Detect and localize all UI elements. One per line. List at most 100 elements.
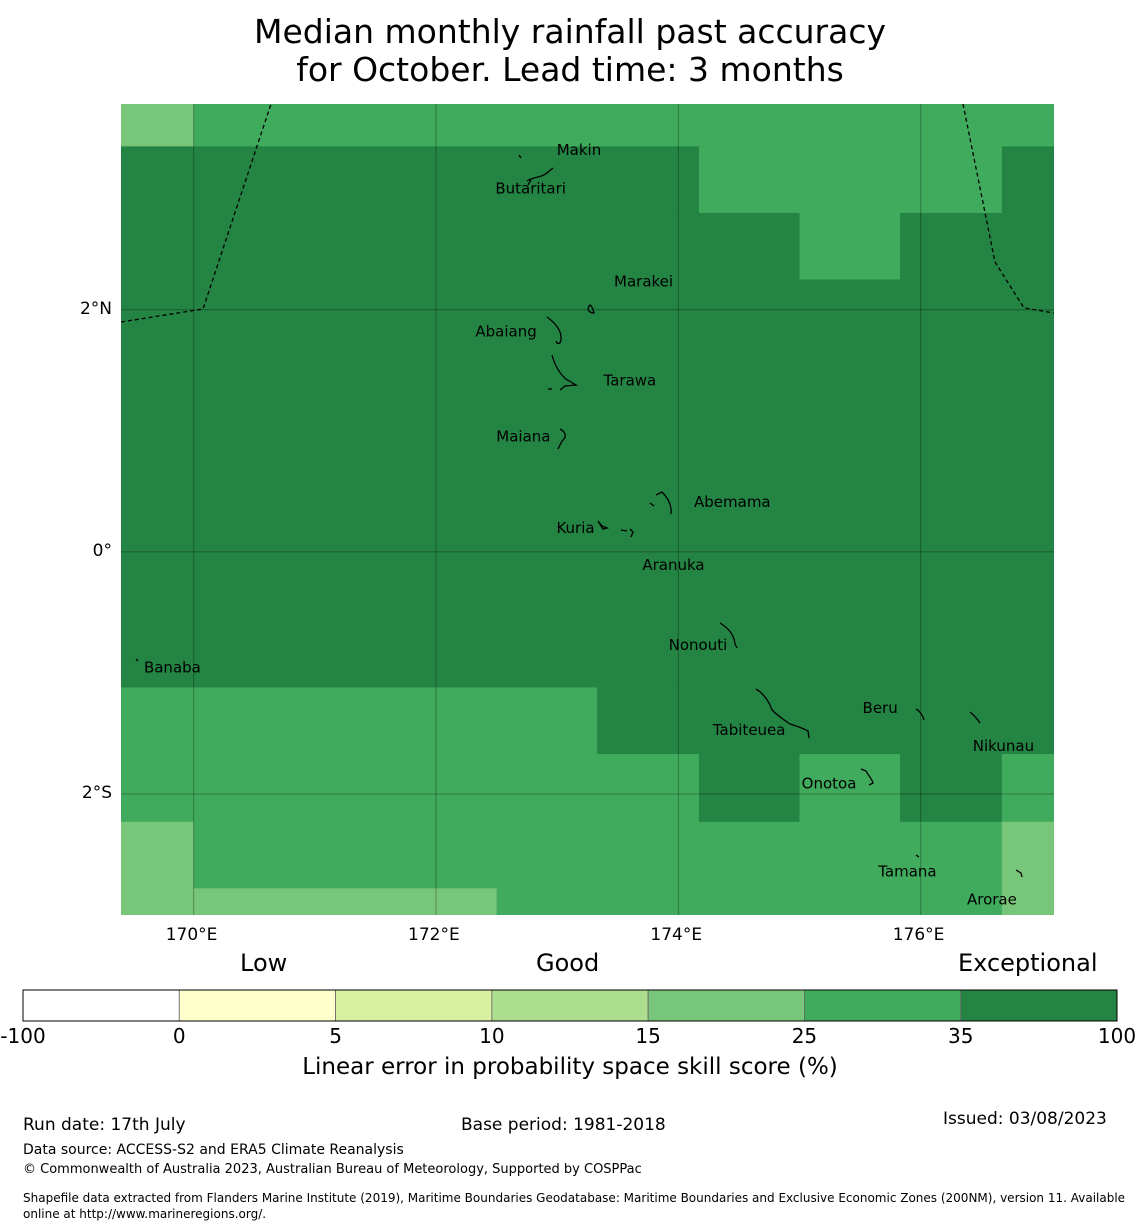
data-source: Data source: ACCESS-S2 and ERA5 Climate … <box>23 1142 404 1158</box>
skill-cell <box>1001 754 1054 823</box>
colorbar-tick-label: 15 <box>635 1024 661 1048</box>
colorbar-tick-label: 5 <box>329 1024 342 1048</box>
place-label-marakei: Marakei <box>614 272 673 290</box>
shapefile-credit-line-2: online at http://www.marineregions.org/. <box>23 1207 267 1221</box>
skill-cell <box>121 888 195 915</box>
colorbar-bin <box>804 989 962 1022</box>
map-title-line-1: Median monthly rainfall past accuracy <box>253 12 887 51</box>
colorbar-bin <box>647 989 805 1022</box>
issued-date: Issued: 03/08/2023 <box>943 1109 1107 1129</box>
skill-cell <box>1001 146 1054 214</box>
place-label-tarawa: Tarawa <box>603 371 657 389</box>
skill-cell <box>799 212 901 281</box>
skill-cell <box>121 212 801 281</box>
skill-cell <box>121 146 700 214</box>
island-abemama <box>649 491 672 515</box>
eez-boundary-east <box>962 104 1054 314</box>
skill-cell <box>193 888 498 915</box>
shapefile-credit-line-1: Shapefile data extracted from Flanders M… <box>23 1191 1126 1205</box>
island-butaritari <box>526 167 554 186</box>
place-label-abemama: Abemama <box>694 493 771 511</box>
colorbar-bin <box>491 989 649 1022</box>
place-label-banaba: Banaba <box>144 659 201 677</box>
place-label-maiana: Maiana <box>496 427 550 445</box>
island-outlines <box>135 154 1023 878</box>
colorbar-bin <box>22 989 180 1022</box>
island-beru <box>915 708 925 721</box>
skill-cell <box>496 888 1003 915</box>
x-tick-label: 172°E <box>408 925 460 945</box>
colorbar-label: Linear error in probability space skill … <box>302 1054 838 1080</box>
colorbar-tick-label: 0 <box>172 1024 186 1048</box>
place-label-tamana: Tamana <box>877 863 936 881</box>
colorbar-bin <box>178 989 336 1022</box>
colorbar-category-exceptional: Exceptional <box>958 949 1098 977</box>
place-label-onotoa: Onotoa <box>802 774 857 792</box>
skill-cell <box>121 687 598 755</box>
place-label-aranuka: Aranuka <box>642 556 704 574</box>
skill-cell <box>1001 821 1054 889</box>
island-abaiang <box>546 316 562 345</box>
island-nonouti <box>719 622 738 649</box>
skill-cell <box>121 104 195 147</box>
colorbar-tick-label: 25 <box>791 1024 818 1048</box>
place-label-makin: Makin <box>557 141 602 159</box>
x-tick-label: 176°E <box>892 925 945 945</box>
colorbar-tick-label: 10 <box>479 1024 505 1048</box>
island-tabiteuea <box>755 688 810 739</box>
x-tick-label: 174°E <box>650 925 703 945</box>
place-label-nikunau: Nikunau <box>973 737 1034 755</box>
place-label-arorae: Arorae <box>967 891 1017 909</box>
x-tick-label: 170°E <box>165 925 218 945</box>
skill-cell <box>121 754 700 823</box>
colorbar-category-good: Good <box>536 949 600 977</box>
skill-cell <box>121 821 195 889</box>
island-tarawa <box>548 354 579 391</box>
skill-cell <box>1001 888 1054 915</box>
island-aranuka <box>620 528 634 538</box>
colorbar-frame <box>22 989 1118 1022</box>
maritime-boundaries <box>121 104 1054 323</box>
y-tick-label: 2°S <box>81 782 112 803</box>
colorbar-category-low: Low <box>240 949 288 977</box>
island-kuria <box>597 520 610 530</box>
island-banaba <box>135 658 139 662</box>
colorbar <box>22 989 1118 1022</box>
y-tick-label: 0° <box>92 540 112 561</box>
skill-cell <box>193 821 1003 889</box>
map-title-line-2: for October. Lead time: 3 months <box>296 50 844 89</box>
gridlines <box>121 104 1054 915</box>
colorbar-tick-label: 100 <box>1097 1024 1137 1048</box>
colorbar-bin <box>960 989 1118 1022</box>
island-nikunau <box>969 711 981 724</box>
place-label-kuria: Kuria <box>556 519 594 537</box>
island-maiana <box>557 428 566 450</box>
place-labels: Makin Butaritari Marakei Abaiang Tarawa Maian… <box>144 141 1034 909</box>
place-label-abaiang: Abaiang <box>475 323 536 341</box>
skill-cell <box>799 754 901 823</box>
copyright: © Commonwealth of Australia 2023, Austra… <box>23 1162 642 1177</box>
skill-cell <box>900 754 1003 823</box>
colorbar-tick-label: 35 <box>947 1024 974 1048</box>
skill-cell <box>193 104 1054 147</box>
run-date: Run date: 17th July <box>23 1115 186 1135</box>
eez-boundary-west <box>121 104 272 323</box>
colorbar-bin <box>335 989 493 1022</box>
island-arorae <box>1015 869 1023 878</box>
base-period: Base period: 1981-2018 <box>461 1115 666 1135</box>
island-tamana <box>915 854 920 858</box>
skill-grid <box>121 104 1054 915</box>
place-label-beru: Beru <box>863 699 898 717</box>
skill-cell <box>698 754 801 823</box>
skill-cell <box>698 146 1003 214</box>
place-label-butaritari: Butaritari <box>495 180 566 198</box>
place-label-nonouti: Nonouti <box>669 636 728 654</box>
colorbar-tick-label: -100 <box>0 1024 46 1048</box>
island-marakei <box>587 304 595 314</box>
place-label-tabiteuea: Tabiteuea <box>712 721 786 739</box>
y-tick-label: 2°N <box>79 298 112 319</box>
island-makin <box>518 154 522 159</box>
skill-cell <box>121 279 1054 689</box>
skill-cell <box>900 212 1054 281</box>
